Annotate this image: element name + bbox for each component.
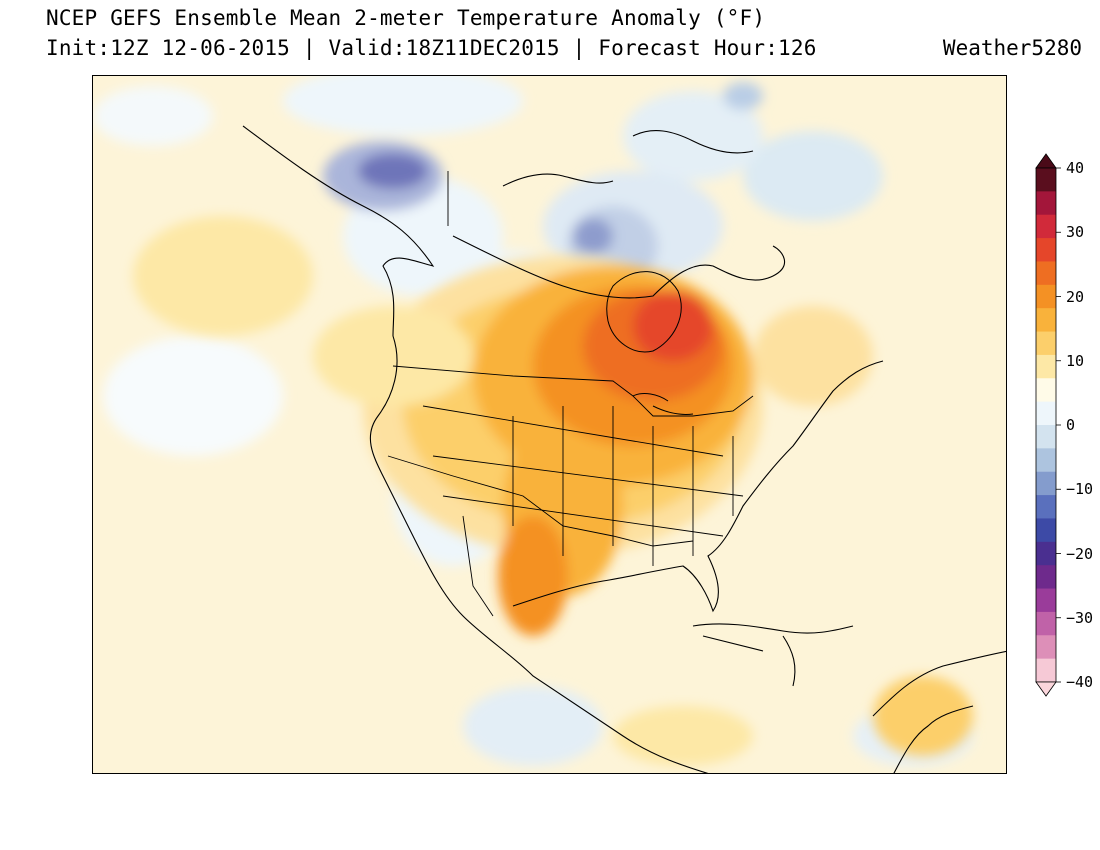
colorbar-swatch	[1036, 541, 1056, 566]
colorbar-tick-label: 10	[1066, 351, 1085, 370]
coastlines	[242, 125, 1006, 773]
colorbar-swatch	[1036, 635, 1056, 660]
colorbar-swatch	[1036, 588, 1056, 613]
colorbar-swatch	[1036, 658, 1056, 683]
colorbar-swatch	[1036, 168, 1056, 192]
colorbar-swatch	[1036, 354, 1056, 379]
colorbar-top-arrow	[1035, 153, 1057, 169]
colorbar-tick-label: 40	[1066, 159, 1085, 177]
colorbar-scale	[1035, 153, 1061, 697]
colorbar-swatch	[1036, 308, 1056, 333]
colorbar-swatch	[1036, 518, 1056, 543]
colorbar-swatch	[1036, 214, 1056, 239]
colorbar: 40 30 20 10 0 −10 −20 −30 −40	[1030, 150, 1100, 700]
colorbar-swatch	[1036, 191, 1056, 216]
colorbar-swatch	[1036, 495, 1056, 519]
colorbar-tick-label: 30	[1066, 223, 1085, 242]
colorbar-swatch	[1036, 284, 1056, 309]
colorbar-swatch	[1036, 425, 1056, 449]
colorbar-tick-label: 0	[1066, 416, 1076, 434]
anomaly-map-svg	[93, 76, 1006, 773]
chart-subtitle: Init:12Z 12-06-2015 | Valid:18Z11DEC2015…	[46, 36, 817, 60]
colorbar-tick-label: −20	[1066, 544, 1094, 563]
warm-anomaly-areas	[133, 216, 973, 766]
colorbar-swatch	[1036, 401, 1056, 426]
lakes	[606, 271, 694, 415]
chart-title: NCEP GEFS Ensemble Mean 2-meter Temperat…	[46, 6, 766, 30]
colorbar-swatch	[1036, 238, 1056, 262]
colorbar-swatch	[1036, 448, 1056, 473]
colorbar-swatch	[1036, 331, 1056, 356]
colorbar-tick-label: −10	[1066, 480, 1094, 499]
colorbar-tick-label: 20	[1066, 287, 1085, 306]
anomaly-map	[92, 75, 1007, 774]
political-borders	[387, 171, 754, 617]
colorbar-swatch	[1036, 611, 1056, 636]
colorbar-tick-label: −30	[1066, 608, 1094, 627]
credit-label: Weather5280	[942, 36, 1082, 60]
colorbar-tick-label: −40	[1066, 673, 1094, 691]
colorbar-swatch	[1036, 378, 1056, 403]
colorbar-swatch	[1036, 471, 1056, 496]
colorbar-swatch	[1036, 261, 1056, 286]
colorbar-bottom-arrow	[1035, 681, 1057, 697]
colorbar-swatch	[1036, 565, 1056, 590]
